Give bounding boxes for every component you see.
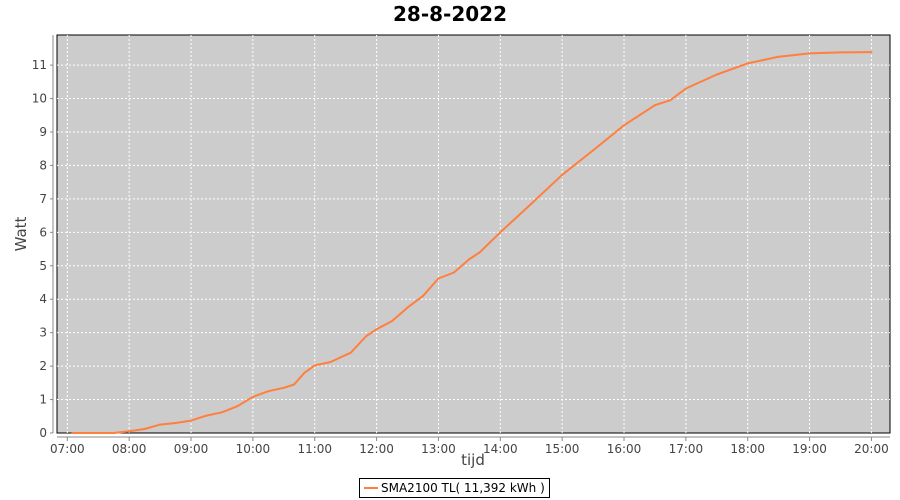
y-tick-label: 6 <box>39 225 47 239</box>
y-tick-label: 9 <box>39 125 47 139</box>
data-point <box>251 395 254 398</box>
x-tick-label: 16:00 <box>607 442 642 456</box>
x-tick-label: 10:00 <box>236 442 271 456</box>
data-point <box>220 411 223 414</box>
y-axis-label: Watt <box>12 216 30 251</box>
data-point <box>421 294 424 297</box>
data-point <box>282 386 285 389</box>
y-tick-label: 8 <box>39 158 47 172</box>
y-tick-label: 7 <box>39 192 47 206</box>
data-point <box>669 99 672 102</box>
y-tick-label: 3 <box>39 326 47 340</box>
data-point <box>808 52 811 55</box>
data-point <box>839 51 842 54</box>
x-tick-label: 20:00 <box>854 442 889 456</box>
data-point <box>478 251 481 254</box>
data-point <box>349 351 352 354</box>
series-group <box>71 51 873 434</box>
data-point <box>293 383 296 386</box>
data-point <box>746 62 749 65</box>
y-tick-label: 2 <box>39 359 47 373</box>
y-tick-label: 5 <box>39 259 47 273</box>
data-point <box>143 427 146 430</box>
legend-swatch <box>364 487 378 489</box>
data-point <box>391 319 394 322</box>
data-point <box>174 421 177 424</box>
chart-title: 28-8-2022 <box>392 2 507 26</box>
data-point <box>236 405 239 408</box>
x-tick-label: 14:00 <box>483 442 518 456</box>
data-point <box>128 430 131 433</box>
data-point <box>452 271 455 274</box>
data-point <box>870 51 873 54</box>
y-tick-label: 0 <box>39 426 47 440</box>
data-point <box>468 258 471 261</box>
data-point <box>499 231 502 234</box>
data-point <box>313 364 316 367</box>
data-point <box>267 390 270 393</box>
x-tick-label: 07:00 <box>50 442 85 456</box>
data-point <box>653 104 656 107</box>
data-point <box>715 73 718 76</box>
x-tick-label: 12:00 <box>359 442 394 456</box>
legend: SMA2100 TL( 11,392 kWh ) <box>359 478 550 498</box>
legend-label: SMA2100 TL( 11,392 kWh ) <box>381 481 545 495</box>
data-point <box>592 149 595 152</box>
x-tick-label: 13:00 <box>421 442 456 456</box>
x-tick-label: 18:00 <box>730 442 765 456</box>
data-point <box>97 432 100 434</box>
data-point <box>777 55 780 58</box>
x-tick-label: 09:00 <box>174 442 209 456</box>
data-point <box>561 173 564 176</box>
data-point <box>112 432 115 434</box>
data-point <box>437 277 440 280</box>
y-tick-label: 1 <box>39 393 47 407</box>
data-point <box>303 371 306 374</box>
x-tick-label: 15:00 <box>545 442 580 456</box>
series-line <box>72 51 872 434</box>
data-point <box>406 306 409 309</box>
data-point <box>190 419 193 422</box>
x-tick-label: 17:00 <box>669 442 704 456</box>
data-point <box>623 124 626 127</box>
x-tick-label: 11:00 <box>297 442 332 456</box>
data-point <box>329 361 332 364</box>
axes: 0 1 2 3 4 5 6 7 8 9 10 11 07:00 08:00 09:00 10:00 11:00 1… <box>32 35 890 456</box>
x-axis-label: tijd <box>461 451 485 469</box>
data-point <box>375 328 378 331</box>
data-point <box>159 423 162 426</box>
gridlines <box>57 35 890 433</box>
x-tick-label: 08:00 <box>112 442 147 456</box>
y-tick-label: 10 <box>32 92 47 106</box>
data-point <box>684 87 687 90</box>
x-tick-label: 19:00 <box>792 442 827 456</box>
data-point <box>71 432 74 434</box>
data-point <box>205 414 208 417</box>
y-tick-label: 11 <box>32 58 47 72</box>
data-point <box>365 335 368 338</box>
y-tick-label: 4 <box>39 292 47 306</box>
data-point <box>530 202 533 205</box>
plot-area <box>56 34 891 434</box>
